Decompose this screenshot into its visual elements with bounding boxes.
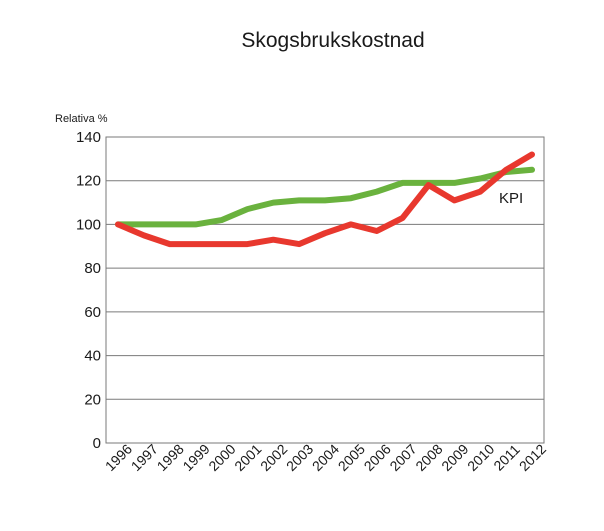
x-tick-label: 2000 [205,441,238,474]
x-tick-label: 2004 [309,441,342,474]
x-tick-label: 2009 [438,441,471,474]
x-tick-label: 2010 [464,441,497,474]
y-tick-label: 80 [84,260,101,277]
x-tick-label: 1998 [154,441,187,474]
kpi-annotation: KPI [499,190,523,207]
y-tick-label: 40 [84,348,101,365]
x-tick-label: 2003 [283,441,316,474]
x-tick-label: 1999 [179,441,212,474]
grid [105,136,545,444]
y-axis-label: Relativa % [55,113,108,125]
y-tick-label: 60 [84,304,101,321]
x-tick-labels: 1996199719981999200020012002200320042005… [102,441,549,474]
x-tick-label: 2012 [516,441,549,474]
series-lines [115,151,535,248]
x-tick-label: 2002 [257,441,290,474]
y-tick-labels: 0 20 40 60 80 100 120 140 [76,129,101,452]
series-line-1 [115,151,535,248]
y-tick-label: 140 [76,129,101,146]
x-tick-label: 2011 [490,441,523,474]
x-tick-label: 2007 [386,441,419,474]
x-tick-label: 2005 [335,441,368,474]
x-tick-label: 2001 [231,441,264,474]
y-tick-label: 20 [84,391,101,408]
plot-frame [105,136,545,444]
x-tick-label: 1997 [128,441,161,474]
x-tick-label: 2008 [412,441,445,474]
series-line-0 [115,166,535,228]
y-tick-label: 0 [93,435,101,452]
x-tick-label: 2006 [361,441,394,474]
y-tick-label: 120 [76,173,101,190]
chart-title: Skogsbrukskostnad [241,29,424,52]
x-tick-label: 1996 [102,441,135,474]
y-tick-label: 100 [76,216,101,233]
